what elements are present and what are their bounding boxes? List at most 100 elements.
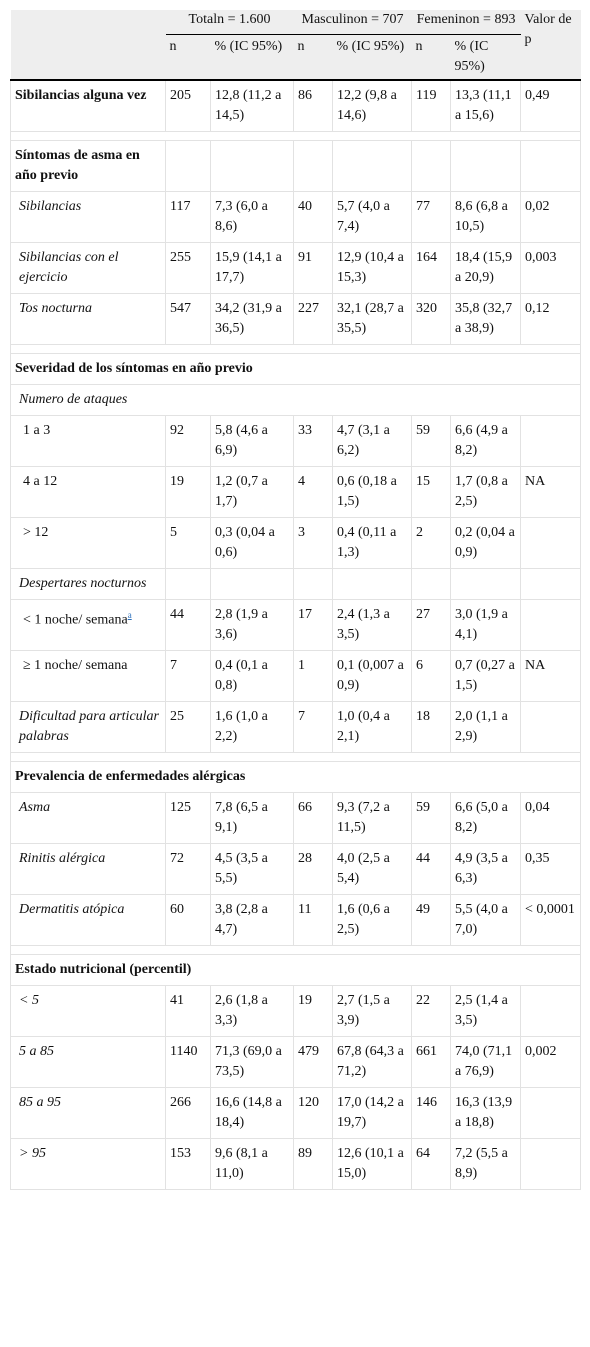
row-label: Tos nocturna: [10, 293, 166, 345]
data-cell: 28: [293, 843, 333, 895]
data-cell: 4,5 (3,5 a 5,5): [210, 843, 294, 895]
data-cell: 3,8 (2,8 a 4,7): [210, 894, 294, 946]
data-cell: 17,0 (14,2 a 19,7): [332, 1087, 412, 1139]
empty-cell: [520, 415, 582, 467]
data-cell: 12,8 (11,2 a 14,5): [210, 79, 294, 132]
data-cell: 1,0 (0,4 a 2,1): [332, 701, 412, 753]
table-row: Síntomas de asma en año previo: [10, 140, 582, 192]
group-header: Femeninon = 893: [411, 10, 521, 35]
data-cell: 77: [411, 191, 451, 243]
row-label: Numero de ataques: [9, 384, 582, 416]
data-cell: 0,2 (0,04 a 0,9): [449, 517, 522, 569]
data-cell: 6: [411, 650, 451, 702]
data-cell: 72: [165, 843, 211, 895]
row-label: > 95: [10, 1138, 166, 1190]
data-cell: 0,6 (0,18 a 1,5): [332, 466, 412, 518]
data-cell: 12,6 (10,1 a 15,0): [332, 1138, 412, 1190]
data-cell: 34,2 (31,9 a 36,5): [210, 293, 294, 345]
data-cell: 0,12: [520, 293, 582, 345]
data-cell: 0,4 (0,11 a 1,3): [332, 517, 412, 569]
row-label: Prevalencia de enfermedades alérgicas: [9, 761, 582, 793]
empty-cell: [165, 140, 211, 192]
header-empty: [10, 10, 166, 35]
data-cell: 11: [293, 894, 333, 946]
data-cell: 0,7 (0,27 a 1,5): [449, 650, 522, 702]
data-cell: 153: [165, 1138, 211, 1190]
empty-cell: [520, 599, 582, 651]
data-cell: 25: [165, 701, 211, 753]
empty-cell: [520, 517, 582, 569]
row-label: < 1 noche/ semanaa: [10, 599, 166, 651]
row-label: > 12: [10, 517, 166, 569]
data-cell: 1140: [165, 1036, 211, 1088]
table-row: Sibilancias alguna vez 205 12,8 (11,2 a 14…: [10, 79, 582, 132]
row-label: Estado nutricional (percentil): [9, 954, 582, 986]
row-label: Dificultad para articular palabras: [10, 701, 166, 753]
data-cell: 33: [293, 415, 333, 467]
data-cell: 0,4 (0,1 a 0,8): [210, 650, 294, 702]
table-row: Rinitis alérgica 72 4,5 (3,5 a 5,5) 28 4,0 (…: [10, 843, 582, 895]
data-cell: 18: [411, 701, 451, 753]
table-row: Sibilancias con el ejercicio 255 15,9 (14,…: [10, 242, 582, 294]
empty-cell: [520, 985, 582, 1037]
data-cell: 89: [293, 1138, 333, 1190]
footnote-link[interactable]: a: [127, 610, 132, 620]
label-text: 5 a 85: [19, 1044, 54, 1059]
empty-cell: [293, 568, 333, 600]
data-cell: 1,2 (0,7 a 1,7): [210, 466, 294, 518]
empty-cell: [449, 140, 522, 192]
spacer-cell: [9, 945, 582, 955]
data-cell: 40: [293, 191, 333, 243]
data-cell: 7,2 (5,5 a 8,9): [449, 1138, 522, 1190]
data-cell: 92: [165, 415, 211, 467]
data-cell: 547: [165, 293, 211, 345]
data-cell: 5: [165, 517, 211, 569]
row-label: ≥ 1 noche/ semana: [10, 650, 166, 702]
spacer-row: [9, 945, 582, 955]
data-cell: 2,7 (1,5 a 3,9): [332, 985, 412, 1037]
data-table: Totaln = 1.600 Masculinon = 707 Femenino…: [9, 10, 582, 1190]
data-cell: 5,7 (4,0 a 7,4): [332, 191, 412, 243]
empty-cell: [520, 1087, 582, 1139]
table-row: Sibilancias 117 7,3 (6,0 a 8,6) 40 5,7 (4,0 …: [10, 191, 582, 243]
data-cell: 6,6 (4,9 a 8,2): [449, 415, 522, 467]
data-cell: 0,49: [520, 79, 582, 132]
empty-cell: [520, 568, 582, 600]
table-row: > 95 153 9,6 (8,1 a 11,0) 89 12,6 (10,1 a 15…: [10, 1138, 582, 1190]
label-text: Numero de ataques: [19, 392, 128, 407]
row-label: Rinitis alérgica: [10, 843, 166, 895]
data-cell: 146: [411, 1087, 451, 1139]
data-cell: 0,02: [520, 191, 582, 243]
sub-header: % (IC 95%): [210, 34, 294, 81]
label-text: 1 a 3: [23, 423, 51, 438]
row-label: 4 a 12: [10, 466, 166, 518]
data-cell: 2,8 (1,9 a 3,6): [210, 599, 294, 651]
data-cell: 164: [411, 242, 451, 294]
header-empty: [10, 34, 166, 81]
label-text: Estado nutricional (percentil): [15, 962, 192, 977]
empty-cell: [165, 568, 211, 600]
label-text: < 5: [19, 993, 39, 1008]
spacer-row: [9, 344, 582, 354]
data-cell: 15,9 (14,1 a 17,7): [210, 242, 294, 294]
table-row: Estado nutricional (percentil): [9, 954, 582, 986]
data-cell: 19: [293, 985, 333, 1037]
data-cell: 0,1 (0,007 a 0,9): [332, 650, 412, 702]
data-cell: 59: [411, 792, 451, 844]
data-cell: 41: [165, 985, 211, 1037]
data-cell: 0,003: [520, 242, 582, 294]
footnote-mark: a: [128, 608, 132, 621]
empty-cell: [332, 140, 412, 192]
table-row: Despertares nocturnos: [10, 568, 582, 600]
data-cell: 4,0 (2,5 a 5,4): [332, 843, 412, 895]
data-cell: 16,6 (14,8 a 18,4): [210, 1087, 294, 1139]
row-label: Sibilancias alguna vez: [10, 79, 166, 132]
p-header: Valor de p: [520, 10, 581, 81]
label-text: > 95: [19, 1146, 46, 1161]
data-cell: 479: [293, 1036, 333, 1088]
table-row: ≥ 1 noche/ semana 7 0,4 (0,1 a 0,8) 1 0,1 (0…: [10, 650, 582, 702]
table-row: 1 a 3 92 5,8 (4,6 a 6,9) 33 4,7 (3,1 a 6,2) 5…: [10, 415, 582, 467]
data-cell: 5,8 (4,6 a 6,9): [210, 415, 294, 467]
data-cell: 0,3 (0,04 a 0,6): [210, 517, 294, 569]
